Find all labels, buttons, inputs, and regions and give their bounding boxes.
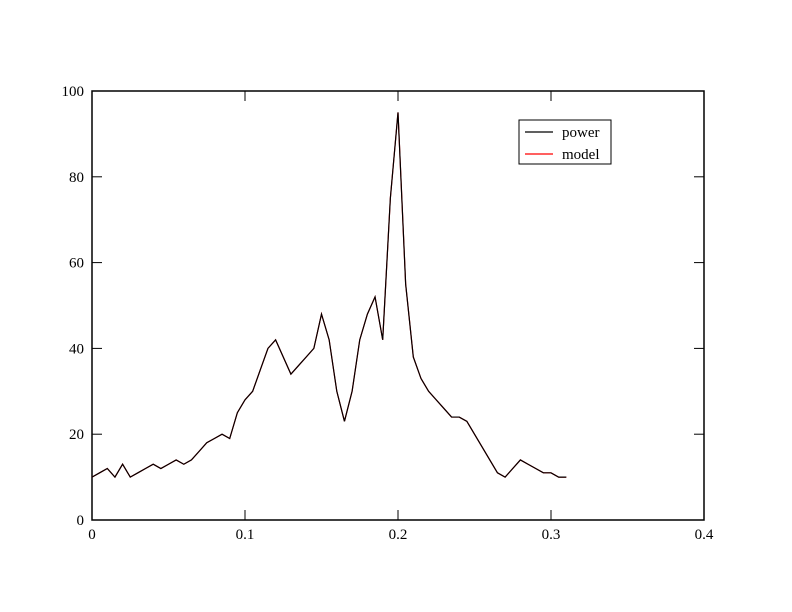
x-tick-label: 0.2: [389, 527, 408, 543]
y-tick-label: 100: [62, 84, 85, 100]
x-tick-label: 0.3: [542, 527, 561, 543]
y-tick-label: 80: [69, 170, 84, 186]
plot-frame: [91, 90, 705, 521]
y-tick-label: 20: [69, 427, 84, 443]
legend-label: model: [562, 147, 600, 163]
series-line: [91, 112, 567, 479]
x-tick-label: 0.1: [236, 527, 255, 543]
y-tick-label: 40: [69, 341, 84, 357]
legend: power model: [518, 119, 612, 165]
y-tick-label: 0: [77, 513, 85, 529]
series-line: [91, 112, 567, 479]
legend-box: [518, 119, 612, 165]
y-tick-label: 60: [69, 256, 84, 272]
x-tick-label: 0.4: [695, 527, 714, 543]
x-tick-label: 0: [88, 527, 96, 543]
legend-label: power: [562, 125, 600, 141]
